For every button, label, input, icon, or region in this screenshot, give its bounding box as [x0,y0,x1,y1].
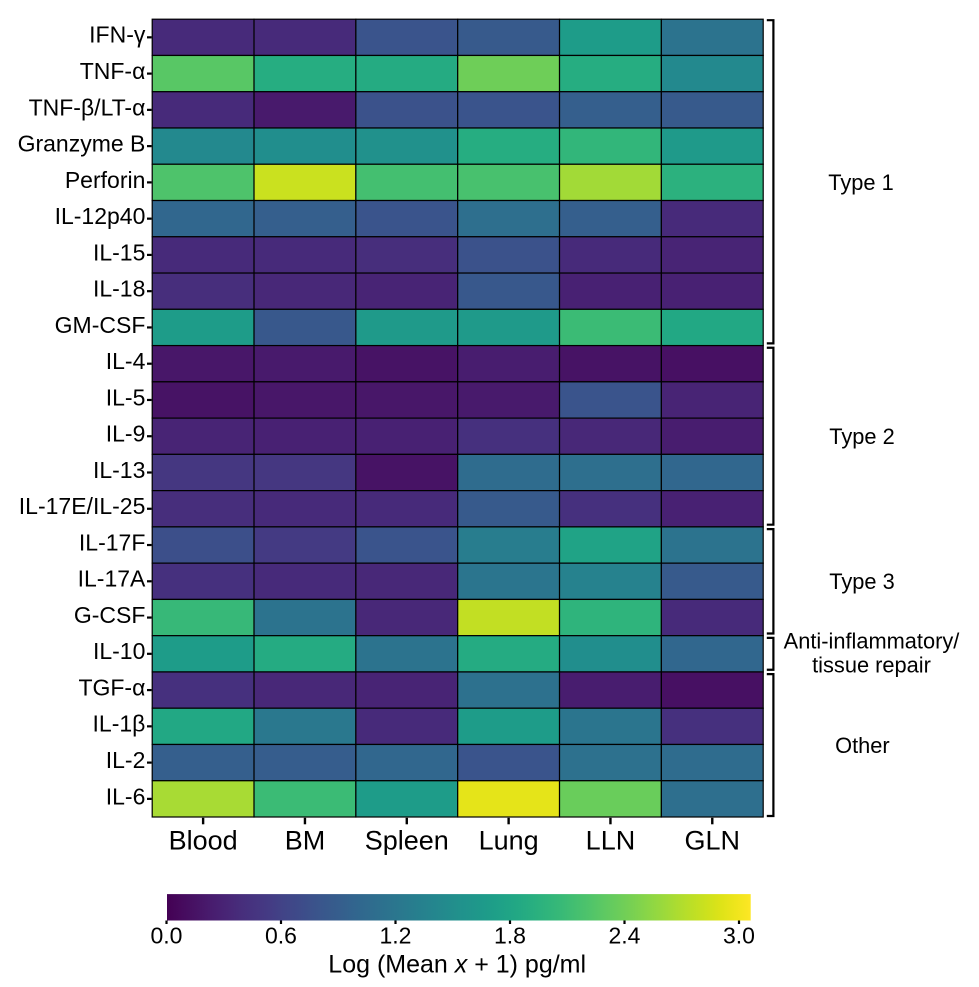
svg-text:Type 3: Type 3 [829,569,894,594]
svg-text:IL-5: IL-5 [106,384,146,410]
svg-text:GM-CSF: GM-CSF [55,312,146,338]
svg-text:Other: Other [835,733,890,758]
svg-text:TNF-β/LT-α: TNF-β/LT-α [29,94,146,120]
svg-text:IL-6: IL-6 [106,783,146,809]
svg-text:TNF-α: TNF-α [80,58,146,84]
svg-text:IL-17F: IL-17F [79,529,145,555]
svg-text:IL-1β: IL-1β [93,711,146,737]
svg-text:Spleen: Spleen [365,826,449,856]
svg-text:1.8: 1.8 [494,923,526,949]
svg-text:3.0: 3.0 [723,923,755,949]
svg-text:IL-10: IL-10 [93,638,145,664]
svg-text:BM: BM [285,826,326,856]
svg-text:IL-2: IL-2 [106,747,146,773]
svg-text:IFN-γ: IFN-γ [89,22,146,48]
svg-text:IL-17A: IL-17A [78,566,146,592]
svg-text:IL-15: IL-15 [93,239,145,265]
svg-text:2.4: 2.4 [609,923,641,949]
svg-text:Type 2: Type 2 [829,424,894,449]
svg-text:IL-9: IL-9 [106,421,146,447]
svg-text:Blood: Blood [169,826,238,856]
svg-text:GLN: GLN [685,826,741,856]
svg-text:Log (Mean x + 1) pg/ml: Log (Mean x + 1) pg/ml [328,951,586,979]
svg-text:IL-18: IL-18 [93,276,145,302]
svg-text:IL-12p40: IL-12p40 [55,203,146,229]
svg-text:1.2: 1.2 [380,923,412,949]
svg-text:TGF-α: TGF-α [78,674,145,700]
svg-text:LLN: LLN [586,826,636,856]
svg-text:0.0: 0.0 [151,923,183,949]
svg-text:Granzyme B: Granzyme B [18,131,146,157]
svg-text:0.6: 0.6 [265,923,297,949]
svg-text:Perforin: Perforin [65,167,146,193]
svg-text:IL-13: IL-13 [93,457,145,483]
svg-text:tissue repair: tissue repair [812,653,931,678]
svg-text:G-CSF: G-CSF [74,602,146,628]
svg-text:Type 1: Type 1 [828,170,893,195]
svg-text:Anti-inflammatory/: Anti-inflammatory/ [784,628,961,653]
svg-text:Lung: Lung [479,826,539,856]
svg-text:IL-4: IL-4 [106,348,146,374]
svg-text:IL-17E/IL-25: IL-17E/IL-25 [19,493,146,519]
